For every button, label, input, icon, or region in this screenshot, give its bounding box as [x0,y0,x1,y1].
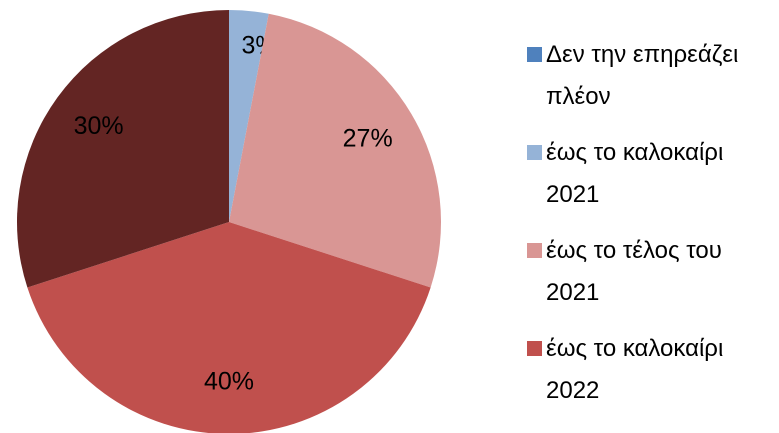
legend-entry: έως το καλοκαίρι 2022 [527,328,777,412]
legend-entry: Δεν την επηρεάζει πλέον [527,34,777,118]
legend-entry: έως το καλοκαίρι 2021 [527,132,777,216]
pie-chart: 0%3%27%40%30% [16,10,441,433]
legend: Δεν την επηρεάζει πλέον έως το καλοκαίρι … [527,34,777,426]
legend-entry: έως το τέλος του 2021 [527,230,777,314]
legend-label: έως το τέλος του 2021 [546,237,722,306]
pie-slice [229,13,441,288]
data-label: 27% [343,125,393,153]
legend-label: έως το καλοκαίρι 2021 [546,139,724,208]
legend-swatch [527,243,542,258]
legend-label: Δεν την επηρεάζει πλέον [546,41,739,110]
pie-slice [27,222,431,433]
legend-label: έως το καλοκαίρι 2022 [546,335,724,404]
legend-swatch [527,145,542,160]
legend-swatch [527,341,542,356]
pie-slice [229,10,269,222]
data-label: 30% [74,112,124,140]
pie-slice [16,10,229,288]
legend-swatch [527,47,542,62]
data-label: 40% [204,368,254,396]
